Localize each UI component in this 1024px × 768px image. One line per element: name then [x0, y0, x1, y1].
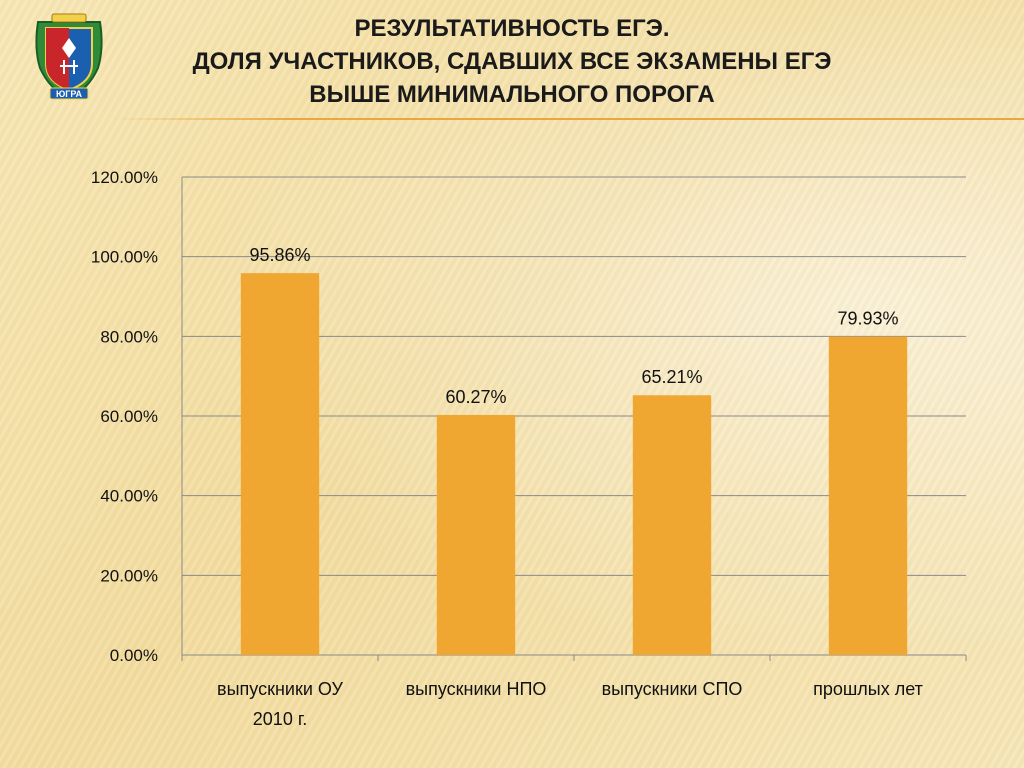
y-tick-label: 60.00% — [100, 407, 158, 426]
bar — [436, 414, 516, 655]
title-divider — [110, 118, 1024, 120]
bar — [240, 273, 320, 655]
data-label: 79.93% — [837, 309, 898, 329]
x-category-label: прошлых лет — [813, 679, 923, 699]
y-tick-label: 100.00% — [91, 248, 158, 267]
bar — [632, 395, 712, 655]
x-category-label: 2010 г. — [253, 709, 307, 729]
x-category-label: выпускники СПО — [602, 679, 743, 699]
chart-labels: 0.00% 20.00% 40.00% 60.00% 80.00% 100.00% 120.… — [91, 168, 923, 729]
y-tick-label: 40.00% — [100, 487, 158, 506]
slide-title: РЕЗУЛЬТАТИВНОСТЬ ЕГЭ. ДОЛЯ УЧАСТНИКОВ, С… — [110, 12, 914, 111]
x-category-label: выпускники НПО — [406, 679, 547, 699]
title-line-2: ДОЛЯ УЧАСТНИКОВ, СДАВШИХ ВСЕ ЭКЗАМЕНЫ ЕГ… — [192, 48, 832, 75]
y-tick-label: 80.00% — [100, 327, 158, 346]
y-tick-label: 0.00% — [110, 646, 158, 665]
emblem-text: ЮГРА — [56, 89, 83, 99]
data-label: 65.21% — [641, 367, 702, 387]
data-label: 60.27% — [445, 387, 506, 407]
bar — [828, 336, 908, 655]
title-line-3: ВЫШЕ МИНИМАЛЬНОГО ПОРОГА — [309, 81, 715, 108]
data-label: 95.86% — [249, 245, 310, 265]
y-tick-label: 120.00% — [91, 168, 158, 187]
y-tick-label: 20.00% — [100, 566, 158, 585]
x-category-label: выпускники ОУ — [217, 679, 343, 699]
title-line-1: РЕЗУЛЬТАТИВНОСТЬ ЕГЭ. — [354, 15, 670, 42]
bar-series — [240, 273, 908, 655]
yugra-coat-of-arms-icon: ЮГРА — [35, 13, 103, 100]
